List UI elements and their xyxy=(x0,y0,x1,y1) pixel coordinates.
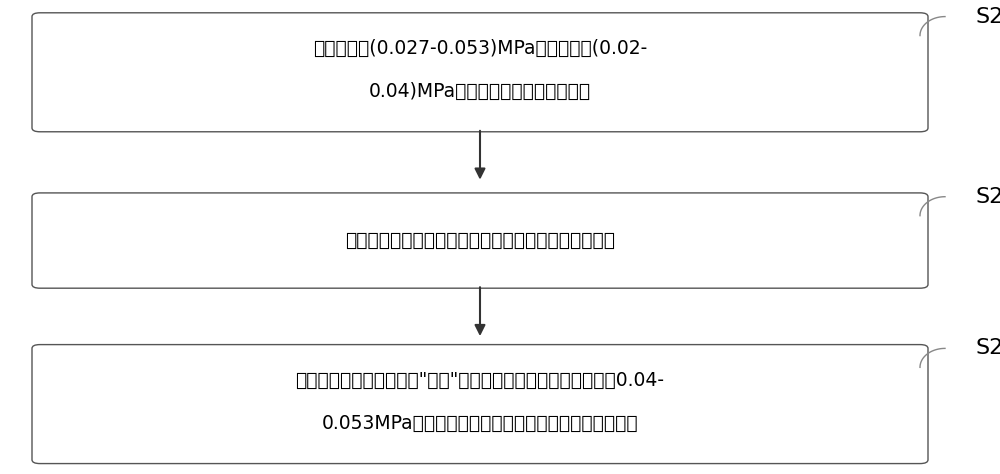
Text: 0.04)MPa，使进出胃液量应基本平衡: 0.04)MPa，使进出胃液量应基本平衡 xyxy=(369,82,591,101)
FancyBboxPatch shape xyxy=(32,345,928,464)
Text: 将正压调至(0.027-0.053)MPa，负压调至(0.02-: 将正压调至(0.027-0.053)MPa，负压调至(0.02- xyxy=(313,39,647,58)
FancyBboxPatch shape xyxy=(32,193,928,288)
Text: 洗胃完毕，将洗胃阀旋至"清胃"，将正压调节旋松，负压调节至0.04-: 洗胃完毕，将洗胃阀旋至"清胃"，将正压调节旋松，负压调节至0.04- xyxy=(296,371,664,390)
Text: 0.053MPa，排出胃内残留洗胃液；关闭工作开关，停机: 0.053MPa，排出胃内残留洗胃液；关闭工作开关，停机 xyxy=(322,413,638,433)
Text: S202: S202 xyxy=(975,187,1000,207)
Text: 当洗胃过程中出现只进不出现象时，进行分析判断排除: 当洗胃过程中出现只进不出现象时，进行分析判断排除 xyxy=(345,231,615,250)
FancyBboxPatch shape xyxy=(32,13,928,132)
Text: S201: S201 xyxy=(975,7,1000,27)
Text: S203: S203 xyxy=(975,338,1000,358)
